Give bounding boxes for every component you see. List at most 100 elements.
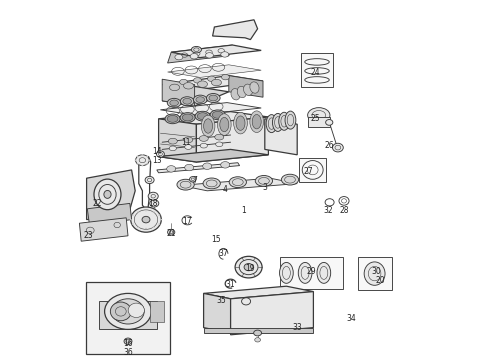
Ellipse shape: [326, 120, 333, 125]
Polygon shape: [168, 65, 261, 77]
Ellipse shape: [158, 215, 160, 216]
Ellipse shape: [231, 89, 240, 100]
Ellipse shape: [199, 136, 208, 141]
Ellipse shape: [131, 207, 161, 232]
Ellipse shape: [180, 113, 195, 122]
Bar: [299, 158, 326, 181]
Ellipse shape: [183, 98, 192, 104]
Ellipse shape: [244, 84, 253, 95]
Ellipse shape: [220, 117, 229, 132]
Text: 37: 37: [219, 249, 228, 258]
Ellipse shape: [215, 134, 224, 140]
Polygon shape: [99, 301, 157, 329]
Polygon shape: [159, 119, 196, 162]
Ellipse shape: [298, 262, 312, 283]
Text: 15: 15: [211, 235, 221, 244]
Ellipse shape: [250, 82, 259, 93]
Ellipse shape: [177, 179, 194, 190]
Ellipse shape: [254, 330, 262, 336]
Ellipse shape: [203, 178, 220, 189]
Ellipse shape: [165, 114, 180, 124]
Ellipse shape: [197, 113, 208, 120]
Ellipse shape: [160, 219, 162, 220]
Ellipse shape: [201, 115, 215, 137]
Text: 33: 33: [293, 323, 302, 332]
Ellipse shape: [128, 303, 145, 318]
Ellipse shape: [235, 256, 262, 278]
Ellipse shape: [170, 100, 178, 106]
Text: 24: 24: [310, 68, 320, 77]
Ellipse shape: [124, 338, 132, 345]
Polygon shape: [265, 119, 297, 155]
Ellipse shape: [212, 111, 223, 118]
Bar: [301, 53, 333, 87]
Ellipse shape: [196, 97, 204, 103]
Polygon shape: [162, 79, 195, 106]
Text: 35: 35: [217, 296, 226, 305]
Polygon shape: [87, 203, 132, 225]
Ellipse shape: [112, 299, 144, 324]
Ellipse shape: [104, 190, 111, 198]
Ellipse shape: [158, 223, 160, 225]
Ellipse shape: [200, 143, 207, 148]
Text: 28: 28: [339, 206, 349, 215]
Ellipse shape: [221, 75, 229, 80]
Polygon shape: [168, 45, 232, 63]
Ellipse shape: [180, 97, 194, 106]
Ellipse shape: [180, 79, 188, 85]
Polygon shape: [180, 178, 297, 191]
Polygon shape: [79, 218, 128, 241]
Ellipse shape: [218, 114, 231, 135]
Bar: [308, 117, 330, 127]
Ellipse shape: [141, 165, 144, 166]
Text: 36: 36: [123, 348, 133, 356]
Ellipse shape: [279, 112, 290, 130]
Ellipse shape: [333, 143, 343, 152]
Ellipse shape: [94, 179, 121, 210]
Text: 16: 16: [123, 339, 133, 348]
Polygon shape: [229, 76, 263, 97]
Ellipse shape: [285, 111, 296, 129]
Bar: [358, 257, 392, 290]
Ellipse shape: [145, 176, 154, 184]
Ellipse shape: [148, 159, 150, 161]
Ellipse shape: [184, 137, 193, 143]
Ellipse shape: [190, 177, 196, 182]
Ellipse shape: [150, 200, 159, 207]
Bar: [280, 257, 343, 289]
Bar: [86, 282, 171, 354]
Text: 32: 32: [323, 206, 333, 215]
Text: 30: 30: [371, 267, 381, 276]
Ellipse shape: [132, 215, 134, 216]
Ellipse shape: [266, 114, 277, 132]
Polygon shape: [87, 170, 135, 220]
Polygon shape: [213, 20, 258, 40]
Ellipse shape: [194, 95, 207, 104]
Ellipse shape: [211, 79, 221, 86]
Ellipse shape: [210, 110, 225, 120]
Polygon shape: [157, 163, 240, 173]
Ellipse shape: [156, 151, 164, 157]
Ellipse shape: [183, 82, 194, 89]
Text: 20: 20: [375, 276, 385, 285]
Ellipse shape: [167, 116, 178, 122]
Ellipse shape: [194, 78, 201, 83]
Text: 17: 17: [183, 217, 192, 226]
Ellipse shape: [137, 156, 139, 157]
Ellipse shape: [168, 229, 175, 235]
Ellipse shape: [169, 146, 176, 151]
Polygon shape: [196, 117, 269, 162]
Ellipse shape: [221, 52, 229, 57]
Ellipse shape: [197, 81, 208, 87]
Ellipse shape: [145, 228, 147, 229]
Text: 14: 14: [152, 148, 162, 157]
Text: 18: 18: [148, 199, 158, 208]
Text: 7: 7: [192, 176, 197, 185]
Text: 31: 31: [226, 280, 235, 289]
Polygon shape: [204, 293, 231, 333]
Text: 4: 4: [223, 185, 228, 194]
Ellipse shape: [236, 116, 245, 130]
Ellipse shape: [104, 293, 151, 329]
Ellipse shape: [364, 262, 385, 285]
Ellipse shape: [220, 162, 230, 168]
